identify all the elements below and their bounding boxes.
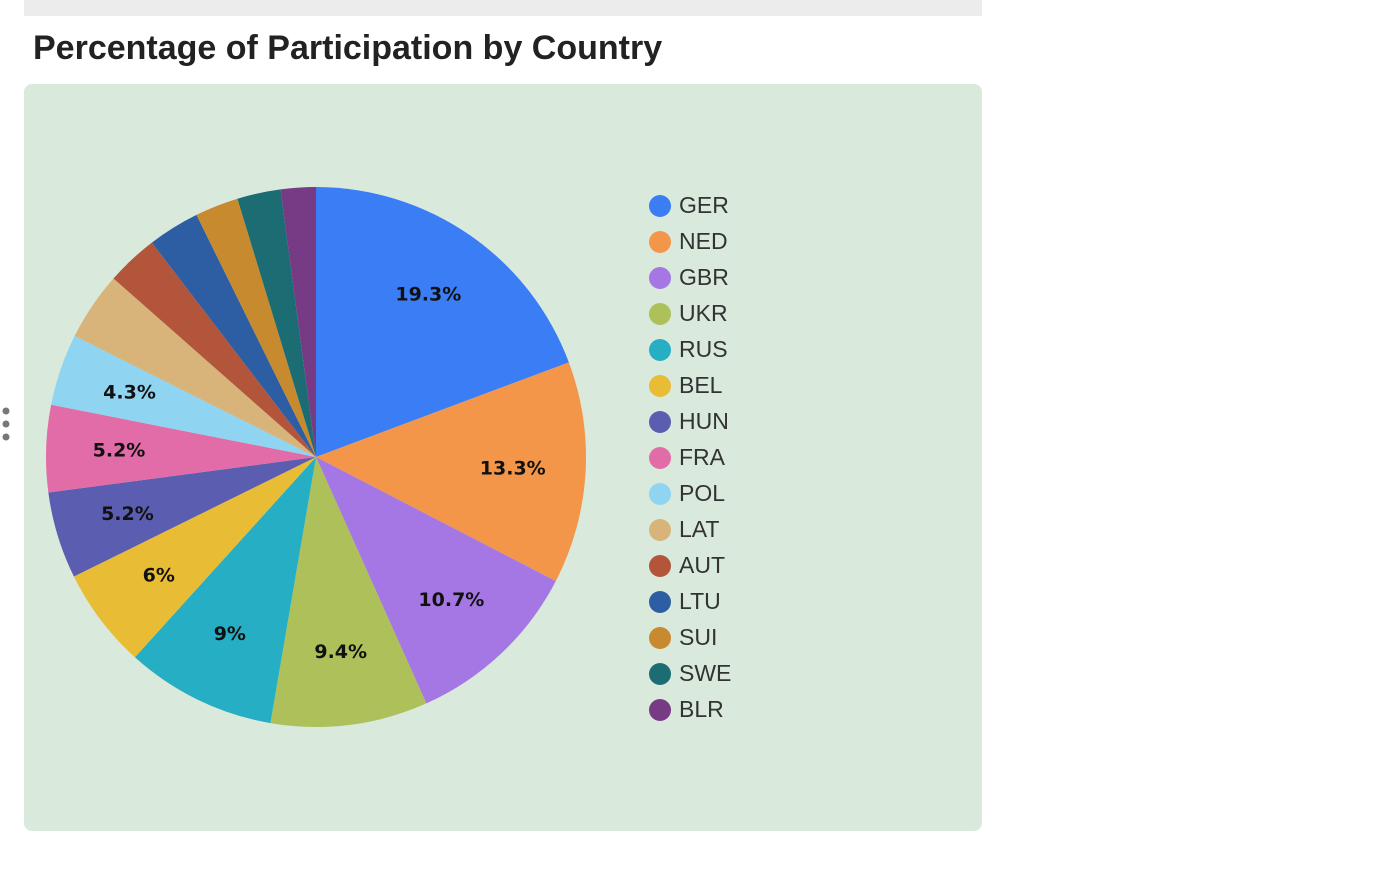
pie-slice <box>45 404 316 493</box>
legend-label: BLR <box>679 696 724 722</box>
pie-slice <box>151 214 316 457</box>
data-label: 6% <box>143 564 175 586</box>
handle-dot[interactable] <box>2 407 10 415</box>
legend-label: AUT <box>679 552 725 578</box>
pie-slice <box>73 457 316 658</box>
legend-swatch <box>649 627 671 649</box>
pie-slice <box>316 362 586 582</box>
legend-swatch <box>649 303 671 325</box>
legend-label: NED <box>679 228 728 254</box>
data-label: 13.3% <box>480 457 546 479</box>
pie-slice <box>316 457 556 704</box>
legend-label: HUN <box>679 408 729 434</box>
chart-title: Percentage of Participation by Country <box>33 29 662 67</box>
data-label: 5.2% <box>93 439 146 461</box>
legend-label: FRA <box>679 444 726 470</box>
legend-label: GER <box>679 192 729 218</box>
handle-dot[interactable] <box>2 420 10 428</box>
legend-swatch <box>649 591 671 613</box>
legend-swatch <box>649 447 671 469</box>
legend-label: LAT <box>679 516 719 542</box>
legend-label: GBR <box>679 264 729 290</box>
data-label: 5.2% <box>101 503 154 525</box>
legend-swatch <box>649 339 671 361</box>
top-bar <box>24 0 982 16</box>
pie-slice <box>113 242 317 457</box>
legend-swatch <box>649 267 671 289</box>
pie-slice <box>196 198 316 457</box>
pie-slice <box>134 457 316 724</box>
legend-swatch <box>649 663 671 685</box>
legend-swatch <box>649 483 671 505</box>
data-label: 9% <box>214 623 246 645</box>
data-label: 19.3% <box>395 284 461 306</box>
legend-swatch <box>649 231 671 253</box>
legend-label: LTU <box>679 588 721 614</box>
legend: GER NED GBR UKR RUS BEL HUN FRA POL LAT AUT LTU SUI S… <box>649 192 731 722</box>
legend-label: SWE <box>679 660 731 686</box>
pie-slice <box>48 457 317 577</box>
pie-slice <box>74 278 317 457</box>
handle-dot[interactable] <box>2 433 10 441</box>
pie-slice <box>237 189 316 458</box>
pie-slice <box>280 187 316 457</box>
pie-slice <box>51 335 316 457</box>
pie: 19.3% 13.3% 10.7% 9.4% 9% 6% 5.2% 5.2% 4.3% <box>45 187 586 727</box>
pie-slice <box>270 457 427 727</box>
legend-label: UKR <box>679 300 728 326</box>
legend-swatch <box>649 699 671 721</box>
legend-label: RUS <box>679 336 728 362</box>
legend-swatch <box>649 555 671 577</box>
pie-slice <box>316 187 569 457</box>
legend-swatch <box>649 195 671 217</box>
legend-swatch <box>649 375 671 397</box>
data-label: 9.4% <box>314 641 367 663</box>
legend-label: POL <box>679 480 725 506</box>
legend-label: BEL <box>679 372 723 398</box>
legend-swatch <box>649 519 671 541</box>
legend-swatch <box>649 411 671 433</box>
data-label: 4.3% <box>103 382 156 404</box>
data-label: 10.7% <box>418 589 484 611</box>
legend-label: SUI <box>679 624 717 650</box>
